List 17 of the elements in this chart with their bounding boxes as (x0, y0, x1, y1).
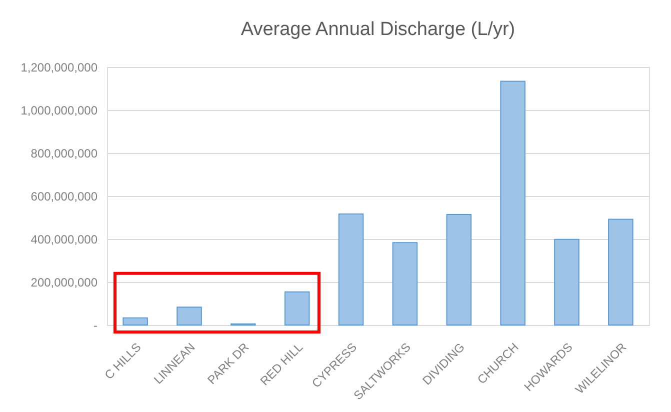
chart-title: Average Annual Discharge (L/yr) (240, 19, 516, 40)
bar (338, 214, 364, 326)
y-tick-label: 800,000,000 (30, 146, 98, 160)
y-tick-label: 200,000,000 (30, 276, 98, 290)
bar (176, 306, 202, 326)
bar (446, 214, 472, 326)
y-tick-label: 400,000,000 (30, 232, 98, 246)
bar (500, 80, 526, 326)
bar (284, 291, 310, 326)
y-tick-label: - (94, 318, 98, 332)
y-tick-label: 1,200,000,000 (20, 60, 98, 74)
y-tick-label: 600,000,000 (30, 190, 98, 204)
y-tick-label: 1,000,000,000 (20, 104, 98, 118)
bar (554, 238, 580, 326)
bar (608, 218, 634, 326)
bar (392, 242, 418, 326)
bar (122, 317, 148, 326)
